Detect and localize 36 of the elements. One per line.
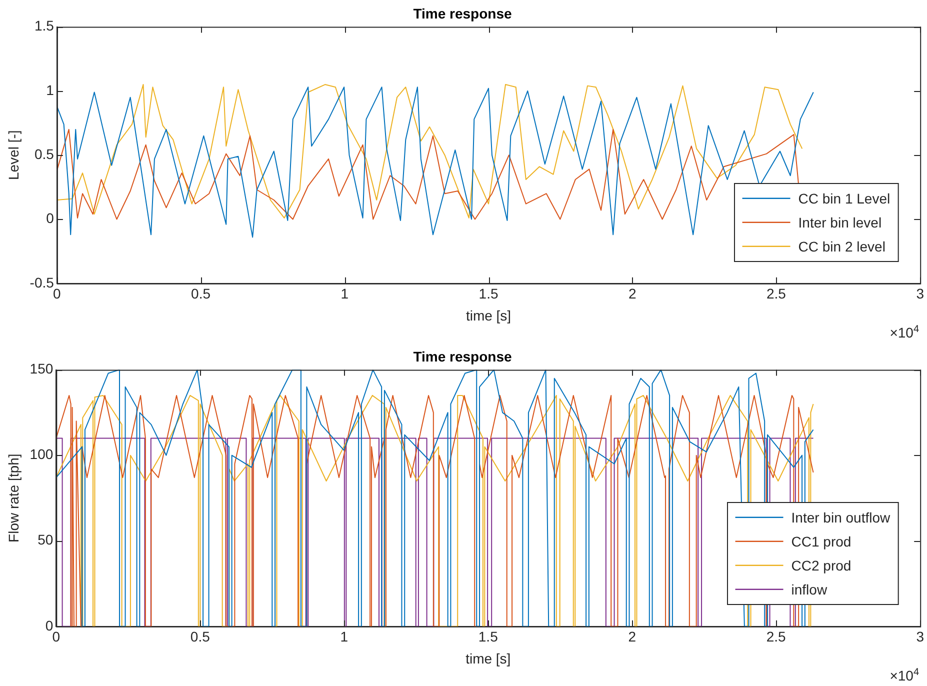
- y-tick-label: 0: [45, 617, 54, 634]
- chart-title: Time response: [413, 348, 512, 364]
- legend-label: CC bin 2 level: [798, 238, 886, 254]
- x-tick-label: 2.5: [766, 286, 786, 302]
- x-tick-label: 3: [916, 628, 924, 645]
- y-axis-title: Level [-]: [5, 130, 22, 180]
- x-tick-label: 1.5: [478, 286, 498, 302]
- text: ×10$^{4}$: [890, 324, 919, 341]
- text: ×10$^{4}$: [890, 667, 919, 684]
- y-tick-label: 100: [30, 446, 54, 462]
- x-tick-label: 0.5: [190, 628, 210, 645]
- x-tick-label: 2: [628, 628, 636, 645]
- legend-label: Inter bin outflow: [791, 509, 891, 526]
- legend-label: CC bin 1 Level: [798, 190, 890, 206]
- legend-label: inflow: [791, 581, 828, 598]
- x-axis-title: time [s]: [466, 650, 511, 666]
- legend-label: CC2 prod: [791, 557, 852, 574]
- x-tick-label: 2.5: [766, 628, 786, 645]
- x-tick-label: 2: [628, 286, 636, 302]
- y-axis-title: Flow rate [tph]: [5, 454, 22, 542]
- x-tick-label: 3: [916, 286, 924, 302]
- y-tick-label: 50: [38, 532, 54, 548]
- legend-label: CC1 prod: [791, 533, 852, 550]
- x-tick-label: 1.5: [478, 628, 498, 645]
- y-tick-label: 0: [46, 210, 54, 226]
- x-axis-title: time [s]: [466, 307, 512, 324]
- chart-title: Time response: [413, 5, 512, 22]
- x-tick-label: 1: [340, 628, 348, 645]
- legend-label: Inter bin level: [798, 214, 882, 230]
- x-tick-label: 0.5: [191, 286, 211, 302]
- y-tick-label: 1: [46, 82, 54, 98]
- y-tick-label: 1.5: [34, 18, 54, 34]
- x-tick-label: 1: [340, 286, 349, 302]
- y-tick-label: -0.5: [30, 274, 54, 290]
- y-tick-label: 150: [30, 360, 54, 377]
- y-tick-label: 0.5: [34, 146, 54, 162]
